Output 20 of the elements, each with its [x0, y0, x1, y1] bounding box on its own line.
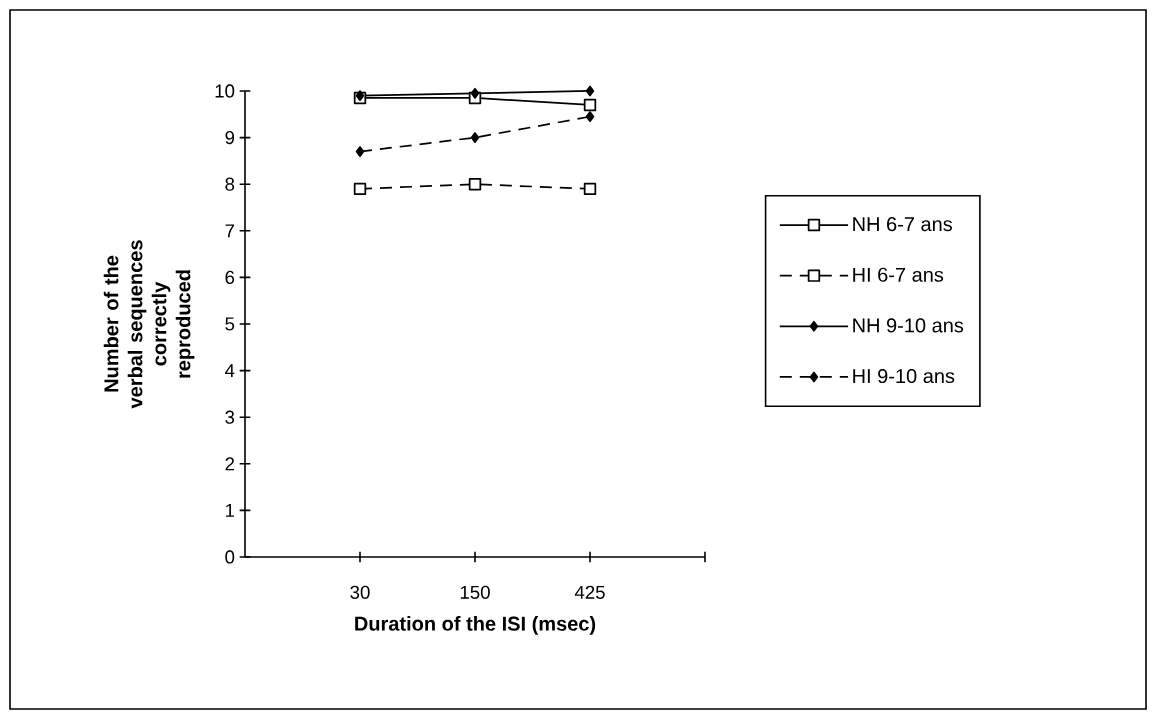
y-tick-label: 6 [225, 270, 235, 285]
x-tick-label: 150 [460, 585, 490, 599]
y-axis-title: Number of the verbal sequences correctly reproduced [103, 240, 195, 409]
y-tick-label: 7 [225, 224, 235, 238]
x-axis-title: Duration of the ISI (msec) [355, 616, 596, 635]
y-tick-label: 9 [225, 130, 235, 145]
y-tick-label: 8 [225, 177, 235, 191]
y-tick-label: 10 [215, 84, 235, 98]
legend-label: NH 6-7 ans [853, 217, 953, 232]
x-tick-label: 30 [350, 585, 370, 599]
y-tick-label: 1 [226, 503, 235, 517]
y-tick-label: 4 [225, 364, 235, 378]
x-tick-label: 425 [574, 585, 605, 599]
y-tick-label: 0 [225, 550, 235, 564]
y-tick-label: 2 [225, 457, 235, 471]
y-tick-label: 5 [225, 317, 235, 331]
legend-label: HI 6-7 ans [853, 267, 944, 282]
legend-label: HI 9-10 ans [853, 368, 955, 384]
y-tick-label: 3 [225, 410, 235, 424]
legend-label: NH 9-10 ans [853, 318, 964, 333]
